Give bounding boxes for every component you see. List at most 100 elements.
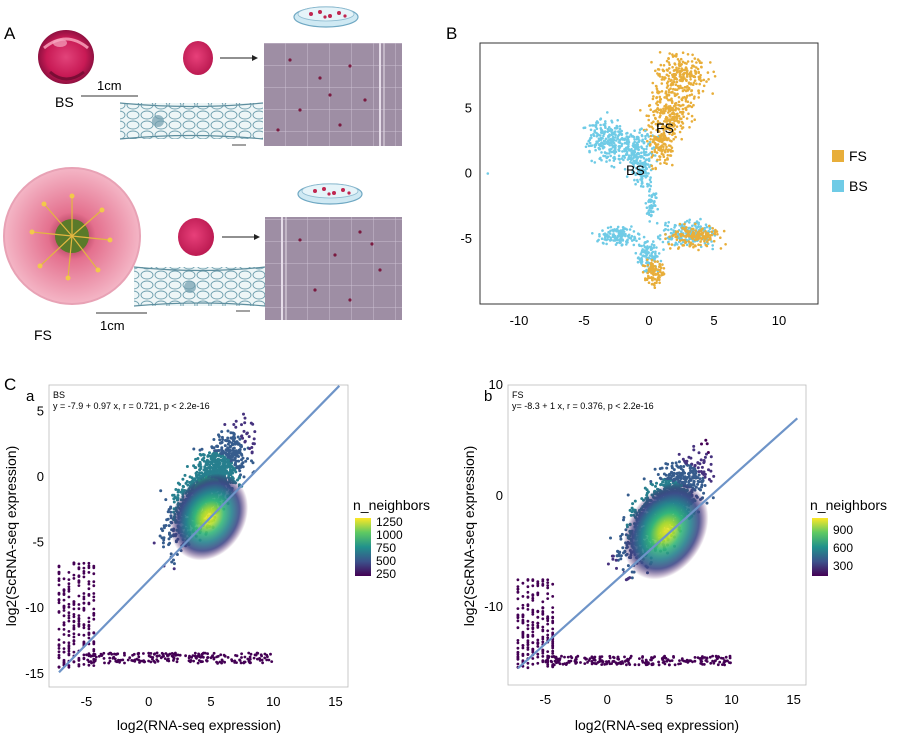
umap-point [594, 148, 597, 152]
scatter-point [238, 437, 242, 441]
scatter-point [86, 658, 90, 662]
scatter-point [707, 477, 711, 481]
scatter-point [246, 657, 250, 661]
umap-point [658, 281, 661, 285]
umap-point [607, 152, 611, 155]
umap-point [640, 134, 644, 138]
umap-point [600, 237, 604, 240]
umap-point [665, 93, 669, 96]
scatter-point [240, 656, 243, 659]
umap-point [616, 238, 619, 241]
scatter-point [82, 570, 86, 573]
umap-point [688, 104, 692, 108]
scatter-point [87, 620, 91, 624]
umap-point [649, 214, 653, 218]
scatter-point [165, 518, 169, 522]
umap-point [593, 161, 597, 164]
scatter-point [67, 634, 71, 637]
scatter-point [242, 660, 246, 664]
umap-point [673, 75, 676, 79]
scatter-point [82, 592, 86, 595]
umap-point [662, 124, 665, 128]
umap-point [627, 140, 631, 144]
scatter-point [681, 457, 685, 461]
scatter-point [92, 584, 96, 588]
scatter-point [188, 475, 192, 479]
umap-point [656, 111, 659, 114]
scatter-point [231, 471, 235, 475]
umap-point [701, 232, 704, 236]
umap-point [686, 105, 689, 108]
scatter-point [62, 598, 66, 602]
umap-point [654, 196, 657, 199]
umap-point [602, 154, 605, 158]
umap-point [602, 242, 605, 245]
umap-point [631, 144, 635, 147]
umap-point [667, 88, 671, 92]
scatter-a-colorbar-ticks: 1250 1000 750 500 250 [376, 515, 403, 581]
scatter-point [67, 611, 71, 615]
fs-cross-section [133, 266, 266, 312]
umap-point [690, 120, 694, 123]
umap-point [650, 150, 654, 154]
scatter-point [57, 650, 61, 654]
umap-point [675, 80, 679, 84]
scatter-point [677, 460, 681, 464]
umap-point [678, 79, 682, 82]
scatter-point [114, 652, 118, 656]
scatter-point [161, 541, 165, 545]
scatter-point [92, 631, 96, 635]
umap-point [711, 227, 714, 230]
umap-point [688, 230, 691, 233]
scatter-point [168, 541, 172, 545]
scatter-point [665, 466, 669, 470]
umap-point [591, 124, 594, 127]
scatter-point [87, 582, 91, 586]
petri-dish-bottom-icon [297, 183, 363, 205]
umap-point [656, 260, 659, 263]
scatter-point [676, 471, 679, 475]
umap-point [678, 222, 682, 226]
scatter-point [174, 653, 178, 656]
umap-point [662, 111, 665, 115]
scatter-point [200, 447, 204, 451]
scatter-point [211, 452, 215, 456]
umap-point [699, 225, 702, 228]
umap-point [660, 274, 663, 277]
umap-point [707, 78, 710, 81]
fs-label: FS [34, 327, 52, 343]
umap-point [651, 167, 654, 170]
umap-point [649, 245, 653, 249]
scatter-point [226, 442, 230, 446]
umap-point [637, 243, 641, 247]
scatter-point [182, 485, 185, 489]
legend-label-bs: BS [849, 178, 868, 194]
umap-point [695, 61, 698, 64]
scatter-point [67, 605, 71, 609]
scatter-point [228, 448, 232, 452]
umap-point [706, 232, 710, 235]
umap-point [671, 149, 674, 153]
scatter-point [87, 593, 91, 596]
umap-point [693, 79, 697, 82]
umap-point [667, 74, 670, 78]
umap-point [669, 118, 673, 122]
scatter-point [126, 658, 130, 662]
umap-point [621, 228, 625, 232]
scatter-point [195, 473, 198, 477]
umap-point [667, 67, 671, 70]
umap-point [672, 108, 675, 111]
scatter-point [67, 614, 71, 617]
umap-point [681, 226, 684, 230]
umap-point [697, 77, 701, 81]
scatter-point [176, 481, 180, 485]
scatter-point [153, 661, 157, 664]
scatter-point [132, 652, 136, 656]
scatter-point [699, 470, 703, 473]
umap-point [598, 234, 601, 238]
umap-point [657, 137, 661, 140]
umap-point [690, 89, 693, 93]
scatter-point [123, 661, 126, 665]
umap-point [712, 239, 716, 243]
umap-point [680, 98, 683, 101]
